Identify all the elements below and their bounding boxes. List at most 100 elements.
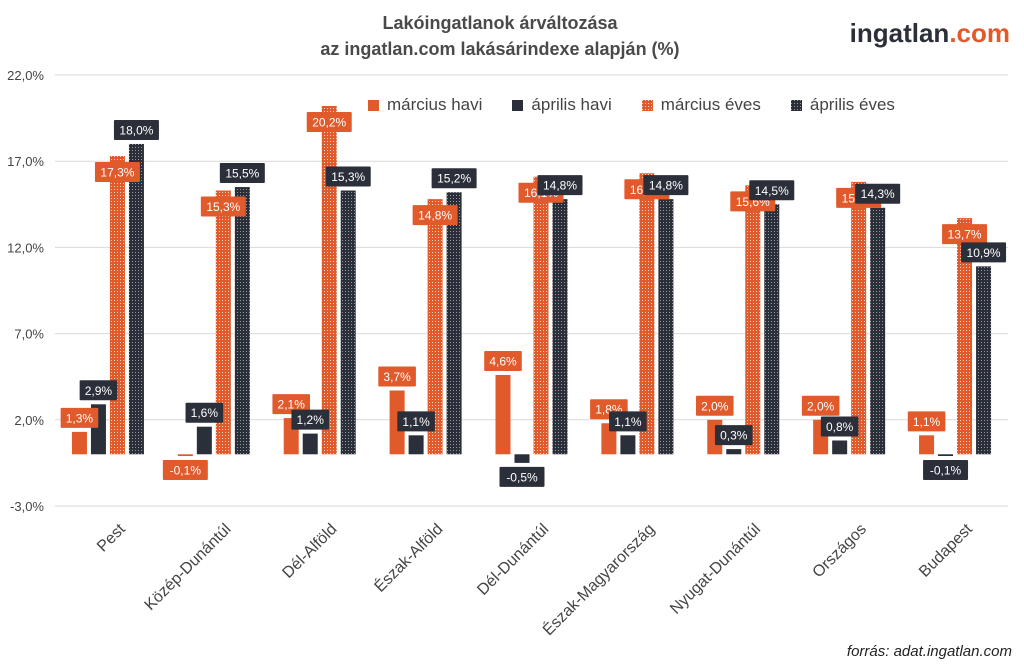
y-tick-label: 22,0% [7, 68, 44, 83]
x-tick-label: Dél-Alföld [279, 521, 340, 582]
data-label: 14,8% [418, 209, 452, 223]
legend-item-march-yearly: március éves [641, 95, 761, 115]
data-label-box [378, 366, 416, 387]
bar [408, 435, 424, 455]
data-label-box [749, 180, 795, 201]
data-label-box [94, 162, 140, 183]
data-label: 15,5% [225, 167, 259, 181]
data-label: 18,0% [119, 123, 153, 137]
data-label-box [855, 183, 901, 204]
x-tick-label: Országos [810, 521, 870, 581]
x-tick-label: Észak-Alföld [370, 519, 446, 595]
data-label: 14,3% [861, 187, 895, 201]
brand-tld: .com [949, 18, 1010, 48]
data-label-box [484, 350, 522, 371]
bar [128, 143, 144, 455]
data-label-box [185, 402, 224, 423]
data-label-box [820, 416, 859, 437]
data-label: 14,8% [543, 179, 577, 193]
bar [726, 449, 742, 455]
chart-title: Lakóingatlanok árváltozása az ingatlan.c… [200, 10, 800, 62]
bar [745, 185, 761, 455]
data-label-box [801, 395, 840, 416]
data-label: 1,1% [402, 415, 430, 429]
x-tick-layer: Pest Közép-Dunántúl Dél-Alföld Észak-Alföld… [94, 519, 976, 639]
bar [533, 176, 549, 455]
legend-swatch-march-yearly [641, 99, 653, 111]
data-label: 14,5% [755, 184, 789, 198]
data-label: 0,3% [720, 429, 748, 443]
data-label: 1,6% [191, 406, 219, 420]
data-label: 13,7% [948, 228, 982, 242]
bar [234, 187, 250, 455]
data-label-box [79, 380, 118, 401]
legend-label-april-monthly: április havi [531, 95, 612, 114]
bar [552, 199, 568, 455]
y-tick-label: 12,0% [7, 240, 44, 255]
data-label: 1,1% [614, 415, 642, 429]
bar [832, 440, 848, 455]
y-tick-label: -3,0% [10, 499, 44, 514]
data-label-box [499, 466, 545, 487]
data-label-box [907, 411, 946, 432]
bar [427, 199, 443, 455]
data-label: 10,9% [967, 246, 1001, 260]
bar [302, 433, 318, 455]
data-label-box [291, 409, 330, 430]
bar [658, 199, 674, 455]
x-tick-label: Pest [94, 520, 129, 555]
legend-label-march-yearly: március éves [660, 95, 761, 114]
data-label-box [306, 112, 352, 133]
data-label: 14,8% [649, 179, 683, 193]
data-label: 1,3% [66, 411, 94, 425]
chart-legend: március havi április havi március éves á… [368, 95, 925, 115]
data-label-box [923, 460, 969, 481]
data-label: 1,2% [297, 413, 325, 427]
data-label-box [714, 425, 753, 446]
data-label-box [961, 242, 1007, 263]
data-label-box [695, 395, 734, 416]
bar [215, 190, 231, 455]
legend-swatch-march-monthly [368, 99, 379, 111]
data-label: 2,0% [701, 399, 729, 413]
data-label-box [200, 196, 246, 217]
bar [389, 390, 405, 455]
bar [957, 218, 973, 455]
data-label: -0,1% [170, 464, 202, 478]
bar-layer [71, 106, 992, 463]
bar [177, 454, 193, 457]
chart-title-line-1: Lakóingatlanok árváltozása [382, 13, 618, 33]
x-tick-label: Nyugat-Dunántúl [667, 521, 764, 618]
data-label-box [643, 175, 689, 196]
bar [495, 374, 511, 455]
bar [71, 431, 87, 455]
y-tick-label: 17,0% [7, 154, 44, 169]
x-tick-label: Közép-Dunántúl [142, 521, 235, 614]
bar [109, 156, 125, 455]
data-label: 2,0% [807, 399, 835, 413]
bar [764, 204, 780, 455]
bar [514, 454, 530, 463]
bar [938, 454, 954, 457]
data-label: -0,1% [930, 464, 962, 478]
bar [620, 435, 636, 455]
data-label-box [537, 175, 583, 196]
data-label: -0,5% [506, 470, 538, 484]
bar [851, 181, 867, 455]
data-label: 15,3% [206, 200, 240, 214]
data-label-box [162, 460, 208, 481]
data-label-box [272, 394, 311, 415]
bar [196, 426, 212, 455]
legend-swatch-april-yearly [790, 99, 802, 111]
data-label-box [113, 119, 159, 140]
brand-name: ingatlan [849, 18, 950, 48]
x-tick-label: Észak-Magyarország [539, 519, 659, 639]
bar [639, 173, 655, 455]
legend-label-march-monthly: március havi [387, 95, 483, 114]
data-label-box [325, 166, 371, 187]
brand-logo: ingatlan.com [850, 18, 1010, 49]
data-label-box [60, 407, 99, 428]
data-label-box [219, 163, 265, 184]
bar [321, 106, 337, 455]
